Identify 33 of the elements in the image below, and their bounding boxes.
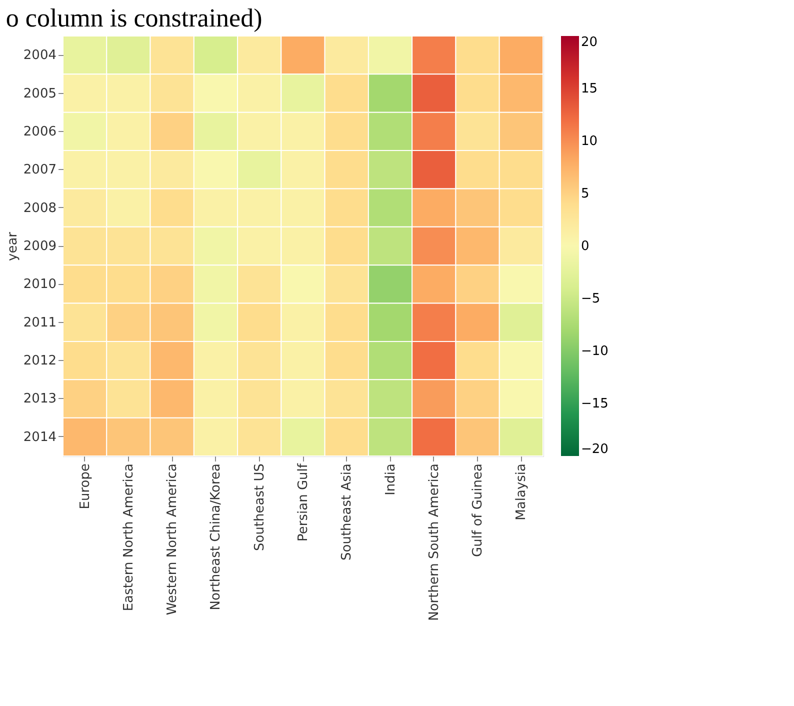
x-tick-label: Northeast China/Korea	[208, 464, 224, 610]
x-tick-label: Gulf of Guinea	[470, 464, 486, 557]
y-tick-label: 2008	[23, 200, 56, 216]
color-bar-label: −20	[581, 442, 608, 457]
y-tick-label: 2006	[23, 124, 56, 140]
x-tick-label: Europe	[78, 464, 93, 510]
y-tick-label: 2013	[23, 392, 56, 407]
x-tick-label: Eastern North America	[121, 464, 136, 612]
y-tick-label: 2012	[23, 354, 56, 369]
chart-title: o column is constrained)	[6, 4, 262, 32]
x-tick-label: India	[383, 464, 398, 496]
x-tick-label: Southeast US	[252, 464, 268, 552]
y-tick-label: 2009	[23, 239, 56, 254]
y-tick-label: 2011	[23, 315, 56, 330]
color-bar-label: 0	[581, 239, 590, 254]
x-tick-label: Malaysia	[514, 464, 530, 520]
y-tick-label: 2014	[23, 430, 56, 445]
x-tick-label: Western North America	[165, 464, 180, 616]
x-tick-label: Persian Gulf	[296, 463, 311, 542]
color-bar-label: −10	[581, 344, 608, 359]
color-bar-label: 5	[581, 186, 590, 202]
color-bar-label: −5	[581, 292, 600, 306]
x-tick-label: Southeast Asia	[340, 464, 355, 560]
y-tick-label: 2005	[23, 86, 56, 102]
y-axis-title: year	[5, 231, 20, 262]
color-bar-label: 15	[581, 82, 598, 96]
color-bar-label: 10	[581, 134, 598, 149]
y-tick-label: 2007	[23, 162, 56, 178]
color-bar-label: 20	[581, 35, 598, 50]
color-bar-label: −15	[581, 396, 608, 412]
x-tick-label: Northern South America	[426, 464, 442, 621]
y-tick-label: 2010	[23, 277, 56, 292]
y-tick-label: 2004	[23, 48, 56, 64]
